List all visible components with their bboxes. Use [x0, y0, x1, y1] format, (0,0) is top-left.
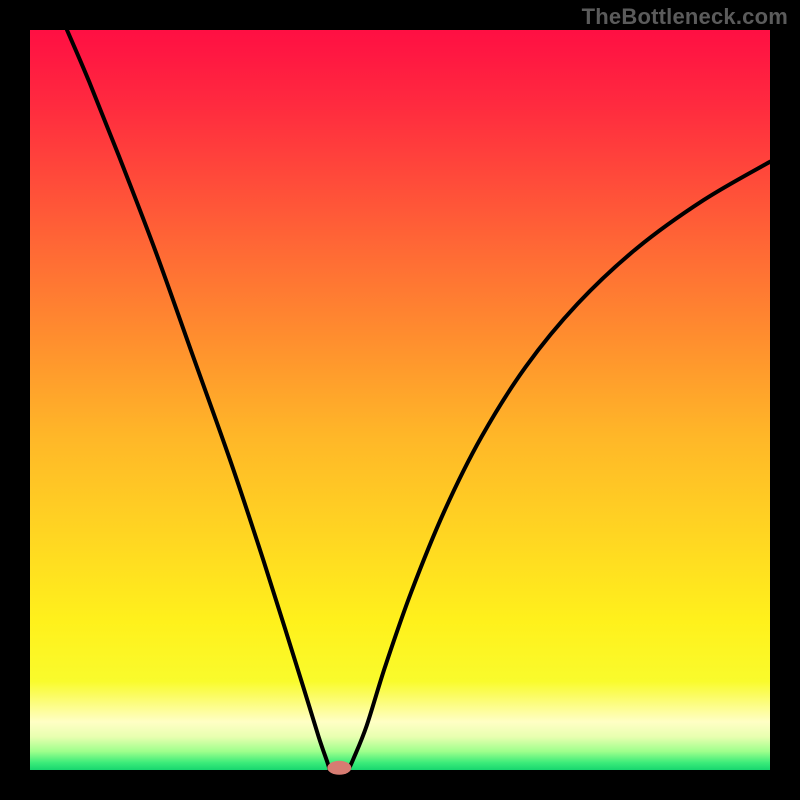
optimum-marker	[327, 761, 351, 775]
chart-frame: TheBottleneck.com	[0, 0, 800, 800]
bottleneck-chart	[0, 0, 800, 800]
watermark-text: TheBottleneck.com	[582, 4, 788, 30]
plot-background	[30, 30, 770, 770]
